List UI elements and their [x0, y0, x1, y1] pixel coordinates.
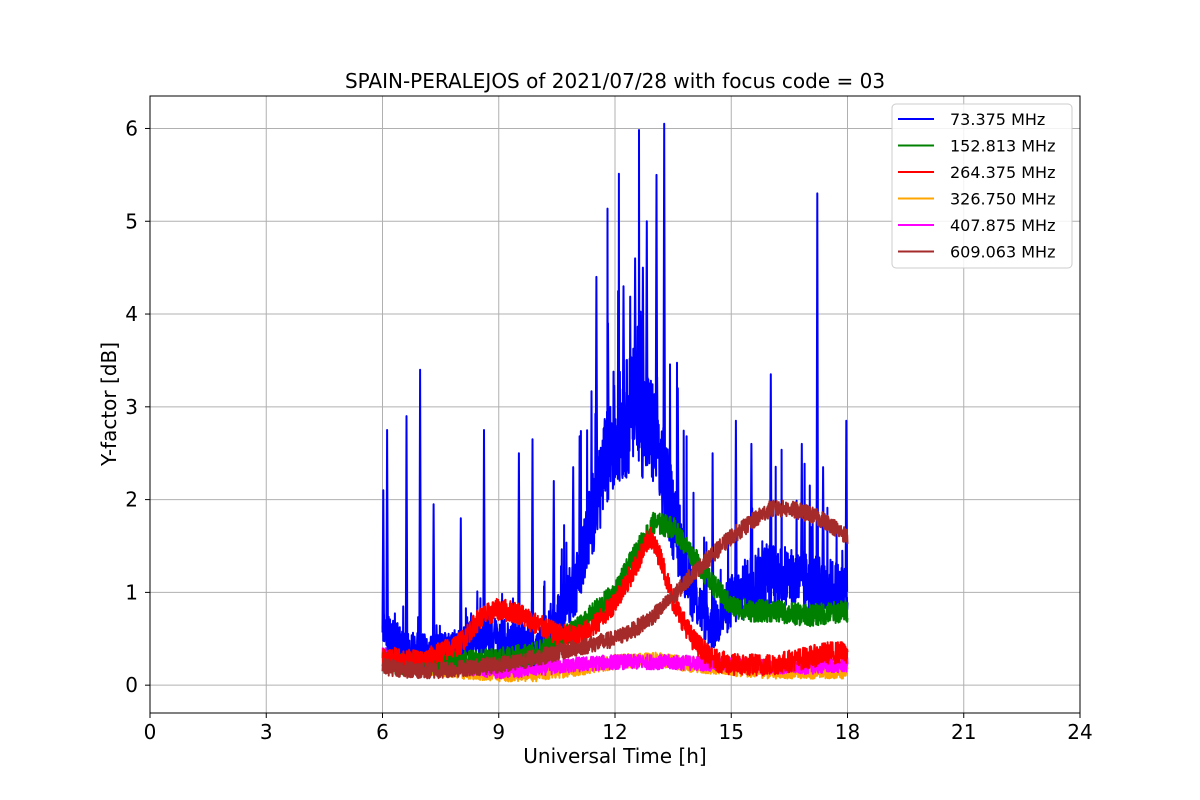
x-tick-label: 12 — [602, 720, 627, 744]
legend-label: 609.063 MHz — [950, 243, 1055, 262]
y-tick-label: 5 — [125, 209, 138, 233]
legend-label: 326.750 MHz — [950, 190, 1055, 209]
x-tick-label: 3 — [260, 720, 273, 744]
legend-label: 152.813 MHz — [950, 137, 1055, 156]
legend-label: 264.375 MHz — [950, 163, 1055, 182]
legend-label: 407.875 MHz — [950, 216, 1055, 235]
y-tick-label: 1 — [125, 580, 138, 604]
x-axis-label: Universal Time [h] — [523, 744, 706, 768]
y-axis-label: Y-factor [dB] — [97, 342, 121, 467]
x-tick-label: 18 — [835, 720, 860, 744]
legend-box — [891, 103, 1073, 269]
x-tick-label: 21 — [951, 720, 976, 744]
series-line-5 — [381, 499, 849, 680]
legend: 73.375 MHz 152.813 MHz 264.375 MHz 326.750 … — [891, 103, 1073, 269]
series-line-2 — [381, 526, 849, 677]
y-tick-label: 2 — [125, 488, 138, 512]
y-tick-label: 4 — [125, 302, 138, 326]
legend-label: 73.375 MHz — [950, 110, 1045, 129]
series-layer — [381, 122, 849, 683]
x-tick-label: 9 — [492, 720, 505, 744]
series-line-0 — [381, 122, 849, 673]
x-tick-label: 6 — [376, 720, 389, 744]
x-tick-label: 15 — [719, 720, 744, 744]
x-tick-label: 0 — [144, 720, 157, 744]
y-tick-label: 0 — [125, 673, 138, 697]
y-tick-label: 3 — [125, 395, 138, 419]
x-tick-label: 24 — [1067, 720, 1092, 744]
chart-title: SPAIN-PERALEJOS of 2021/07/28 with focus… — [345, 69, 885, 93]
y-tick-label: 6 — [125, 116, 138, 140]
